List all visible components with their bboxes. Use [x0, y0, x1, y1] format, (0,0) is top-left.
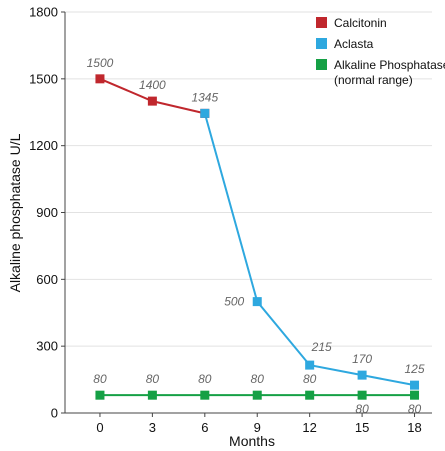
data-labels: 1500 1400 1345 500 215 170 125 80 80 80 80 80 80 80 — [87, 56, 425, 416]
y-tick-label: 1500 — [29, 71, 58, 86]
data-label: 1400 — [139, 78, 166, 92]
legend-label-line2: (normal range) — [334, 73, 413, 87]
x-tick-label: 3 — [149, 420, 156, 435]
data-label: 1500 — [87, 56, 114, 70]
series-line — [203, 113, 415, 387]
legend-swatch — [316, 59, 327, 70]
x-tick-label: 18 — [407, 420, 421, 435]
series-lines — [99, 77, 415, 397]
data-point-marker — [410, 380, 420, 390]
x-tick-label: 15 — [355, 420, 369, 435]
y-tick-labels: 0 300 600 900 1200 1500 1800 — [29, 5, 65, 421]
x-axis-title: Months — [229, 433, 275, 449]
y-tick-label: 900 — [36, 205, 58, 220]
legend-label: Aclasta — [334, 37, 374, 51]
y-axis-title: Alkaline phosphatase U/L — [7, 133, 23, 292]
y-tick-label: 1800 — [29, 5, 58, 20]
data-label: 80 — [408, 402, 422, 416]
data-point-marker — [357, 370, 367, 380]
y-tick-label: 1200 — [29, 138, 58, 153]
series-markers — [95, 74, 420, 400]
data-label: 80 — [303, 372, 317, 386]
legend: Calcitonin Aclasta Alkaline Phosphatase(no… — [316, 16, 445, 87]
x-tick-labels: 0 3 6 9 12 15 18 — [96, 413, 422, 435]
data-label: 215 — [311, 340, 332, 354]
data-label: 125 — [405, 362, 425, 376]
y-tick-label: 300 — [36, 339, 58, 354]
legend-swatch — [316, 38, 327, 49]
data-point-marker — [252, 390, 262, 400]
data-point-marker — [200, 390, 210, 400]
legend-swatch — [316, 17, 327, 28]
data-label: 500 — [224, 295, 244, 309]
data-point-marker — [410, 390, 420, 400]
legend-label: Calcitonin — [334, 16, 387, 30]
x-tick-label: 9 — [254, 420, 261, 435]
data-label: 80 — [93, 372, 107, 386]
data-point-marker — [305, 390, 315, 400]
data-point-marker — [147, 390, 157, 400]
x-tick-label: 6 — [201, 420, 208, 435]
data-label: 80 — [355, 402, 369, 416]
data-label: 80 — [146, 372, 160, 386]
data-point-marker — [95, 74, 105, 84]
data-point-marker — [147, 96, 157, 106]
data-point-marker — [305, 360, 315, 370]
data-label: 1345 — [191, 90, 218, 104]
data-point-marker — [95, 390, 105, 400]
data-label: 170 — [352, 352, 372, 366]
x-tick-label: 12 — [302, 420, 316, 435]
data-point-marker — [200, 108, 210, 118]
y-tick-label: 0 — [51, 406, 58, 421]
data-point-marker — [357, 390, 367, 400]
data-point-marker — [252, 297, 262, 307]
grid-lines — [65, 11, 432, 347]
x-tick-label: 0 — [96, 420, 103, 435]
data-label: 80 — [198, 372, 212, 386]
y-tick-label: 600 — [36, 272, 58, 287]
data-label: 80 — [251, 372, 265, 386]
legend-label: Alkaline Phosphatase — [334, 58, 445, 72]
